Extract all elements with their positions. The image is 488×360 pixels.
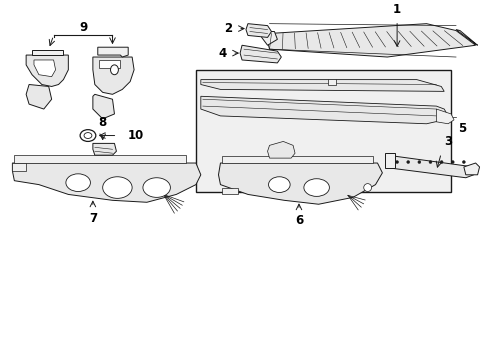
Polygon shape xyxy=(267,24,475,57)
Polygon shape xyxy=(93,143,116,155)
Polygon shape xyxy=(93,57,134,94)
Text: 1: 1 xyxy=(392,3,400,16)
Ellipse shape xyxy=(428,161,431,163)
Ellipse shape xyxy=(439,161,442,163)
Polygon shape xyxy=(201,80,443,91)
Ellipse shape xyxy=(303,179,329,197)
Polygon shape xyxy=(222,156,372,163)
Text: 3: 3 xyxy=(443,135,451,148)
Polygon shape xyxy=(463,163,479,175)
Text: 2: 2 xyxy=(224,22,232,35)
Ellipse shape xyxy=(268,177,289,193)
Ellipse shape xyxy=(462,161,465,163)
Polygon shape xyxy=(261,32,277,45)
Polygon shape xyxy=(26,55,68,86)
Polygon shape xyxy=(14,155,186,163)
Text: 8: 8 xyxy=(99,116,106,129)
Polygon shape xyxy=(32,50,63,55)
Polygon shape xyxy=(435,109,453,124)
Polygon shape xyxy=(245,24,271,37)
Ellipse shape xyxy=(110,65,118,75)
Polygon shape xyxy=(99,60,120,68)
Ellipse shape xyxy=(66,174,90,192)
Polygon shape xyxy=(26,85,52,109)
Ellipse shape xyxy=(395,161,398,163)
Text: 5: 5 xyxy=(457,122,465,135)
Polygon shape xyxy=(93,94,114,119)
Polygon shape xyxy=(12,163,201,202)
Ellipse shape xyxy=(102,177,132,198)
Polygon shape xyxy=(455,30,477,45)
Text: 7: 7 xyxy=(89,212,97,225)
Text: 10: 10 xyxy=(127,129,143,142)
Polygon shape xyxy=(222,188,238,194)
Polygon shape xyxy=(385,153,394,168)
Ellipse shape xyxy=(363,184,371,192)
Polygon shape xyxy=(328,78,336,85)
Ellipse shape xyxy=(406,161,409,163)
Text: 4: 4 xyxy=(218,46,226,60)
Polygon shape xyxy=(267,141,294,158)
Polygon shape xyxy=(386,155,475,178)
Polygon shape xyxy=(34,60,56,77)
Bar xyxy=(196,70,450,193)
Ellipse shape xyxy=(417,161,420,163)
Polygon shape xyxy=(240,45,281,63)
Ellipse shape xyxy=(84,132,92,139)
Ellipse shape xyxy=(80,130,96,141)
Polygon shape xyxy=(218,163,382,204)
Polygon shape xyxy=(98,47,128,57)
Ellipse shape xyxy=(142,178,170,197)
Text: 9: 9 xyxy=(79,21,87,34)
Polygon shape xyxy=(12,163,26,171)
Text: 6: 6 xyxy=(294,214,303,227)
Ellipse shape xyxy=(450,161,453,163)
Polygon shape xyxy=(201,96,447,124)
